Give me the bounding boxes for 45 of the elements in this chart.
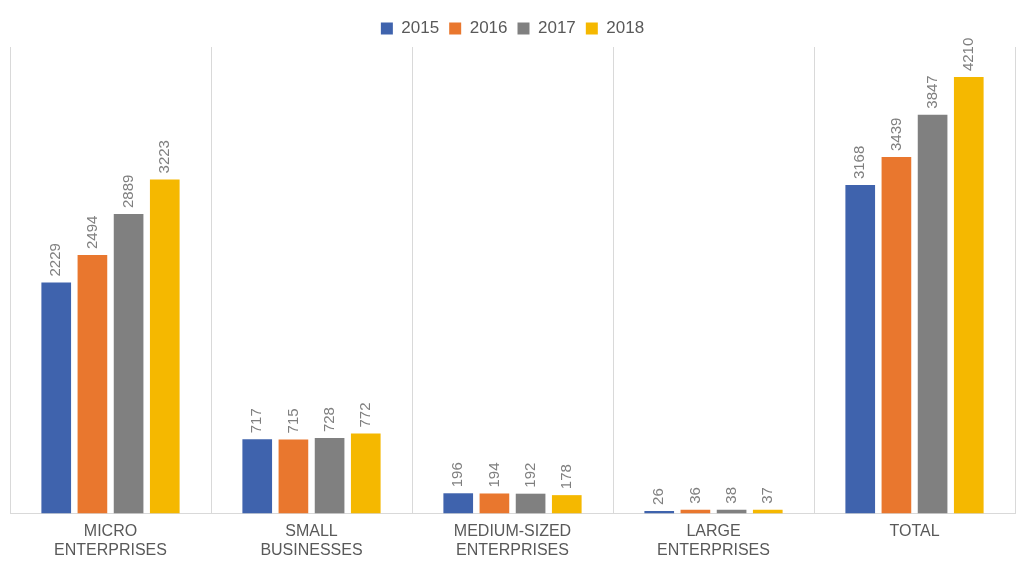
data-label: 192: [520, 462, 538, 488]
legend-label: 2016: [469, 18, 508, 38]
bar: [881, 157, 912, 514]
bar: [113, 214, 144, 514]
data-label: 2889: [118, 174, 136, 209]
bar: [77, 255, 108, 514]
data-label: 2494: [82, 215, 100, 249]
data-label: 196: [448, 462, 466, 488]
x-tick-label: LARGE ENTERPRISES: [657, 521, 770, 558]
data-label: 4210: [958, 37, 976, 72]
legend-label: 2017: [538, 18, 576, 38]
legend-label: 2015: [401, 18, 440, 38]
bar: [845, 185, 876, 514]
bar: [149, 179, 180, 514]
bar: [551, 495, 582, 514]
data-label: 194: [484, 462, 502, 488]
bar: [350, 433, 381, 514]
bar: [41, 282, 72, 514]
legend-label: 2018: [606, 18, 645, 38]
data-label: 3168: [850, 145, 868, 180]
data-label: 3223: [154, 140, 172, 174]
bar: [278, 439, 309, 514]
data-label: 2229: [46, 243, 64, 277]
x-tick-label: SMALL BUSINESSES: [260, 521, 363, 558]
bar: [443, 493, 474, 514]
data-label: 178: [556, 464, 574, 490]
bar: [515, 493, 546, 514]
data-label: 3439: [886, 117, 904, 152]
data-label: 772: [355, 402, 373, 428]
data-label: 37: [757, 487, 775, 504]
x-tick-label: MICRO ENTERPRISES: [54, 521, 167, 558]
data-label: 36: [685, 487, 703, 504]
data-label: 728: [319, 407, 337, 433]
bar: [479, 493, 510, 514]
bar: [953, 77, 984, 514]
bar: [314, 438, 345, 514]
data-label: 38: [721, 486, 739, 504]
x-tick-label: TOTAL: [889, 521, 940, 539]
data-label: 3847: [922, 75, 940, 109]
data-label: 26: [649, 488, 667, 505]
x-tick-label: MEDIUM-SIZED ENTERPRISES: [453, 521, 572, 558]
data-label: 717: [247, 408, 265, 434]
bar: [917, 114, 948, 514]
bar: [242, 439, 273, 514]
data-label: 715: [283, 408, 301, 434]
